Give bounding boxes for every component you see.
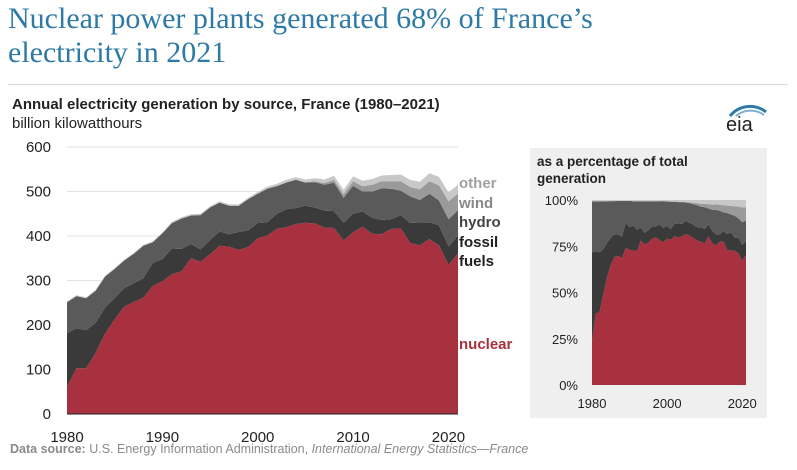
y-axis-units: billion kilowatthours — [12, 115, 143, 132]
area-fossil-fuels — [67, 205, 458, 387]
label-fuels: fuels — [459, 253, 494, 270]
chart-headline: Nuclear power plants generated 68% of Fr… — [8, 2, 593, 69]
inset-title: as a percentage of total generation — [537, 154, 688, 186]
inset-x-tick-label: 2000 — [653, 396, 682, 411]
y-tick-label: 500 — [26, 184, 51, 201]
label-other: other — [459, 175, 497, 192]
data-source-text: U.S. Energy Information Administration, — [89, 442, 309, 456]
inset-x-tick-label: 1980 — [578, 396, 607, 411]
logo-text: eia — [726, 114, 753, 136]
area-other — [67, 173, 458, 303]
inset-area-wind — [592, 200, 746, 223]
x-tick-label: 2020 — [432, 429, 465, 446]
x-tick-label: 2010 — [336, 429, 369, 446]
inset-y-tick-label: 75% — [552, 239, 578, 254]
data-source-note: Data source: U.S. Energy Information Adm… — [10, 442, 528, 456]
y-tick-label: 300 — [26, 273, 51, 290]
eia-logo-icon — [728, 105, 767, 118]
data-source-title: International Energy Statistics—France — [311, 442, 529, 456]
area-hydro — [67, 179, 458, 334]
inset-area-hydro — [592, 200, 746, 253]
inset-y-tick-label: 0% — [559, 378, 578, 393]
label-wind: wind — [458, 195, 493, 212]
area-nuclear — [67, 222, 458, 414]
area-wind — [67, 179, 458, 303]
headline-divider — [8, 84, 788, 85]
y-tick-label: 600 — [26, 139, 51, 156]
x-tick-label: 1980 — [50, 429, 83, 446]
inset-area-nuclear — [592, 234, 746, 385]
inset-area-other — [592, 200, 746, 208]
y-tick-label: 0 — [43, 406, 51, 423]
inset-area-fossil-fuels — [592, 220, 746, 341]
y-tick-label: 400 — [26, 228, 51, 245]
inset-y-tick-label: 100% — [545, 193, 579, 208]
chart-title: Annual electricity generation by source,… — [12, 96, 440, 113]
inset-x-tick-label: 2020 — [728, 396, 757, 411]
label-nuclear: nuclear — [459, 336, 513, 353]
label-hydro: hydro — [459, 214, 501, 231]
inset-y-tick-label: 25% — [552, 332, 578, 347]
inset-y-tick-label: 50% — [552, 286, 578, 301]
y-tick-label: 100 — [26, 362, 51, 379]
x-tick-label: 2000 — [241, 429, 274, 446]
data-source-label: Data source: — [10, 442, 86, 456]
y-tick-label: 200 — [26, 317, 51, 334]
label-fossil: fossil — [459, 234, 498, 251]
x-tick-label: 1990 — [146, 429, 179, 446]
